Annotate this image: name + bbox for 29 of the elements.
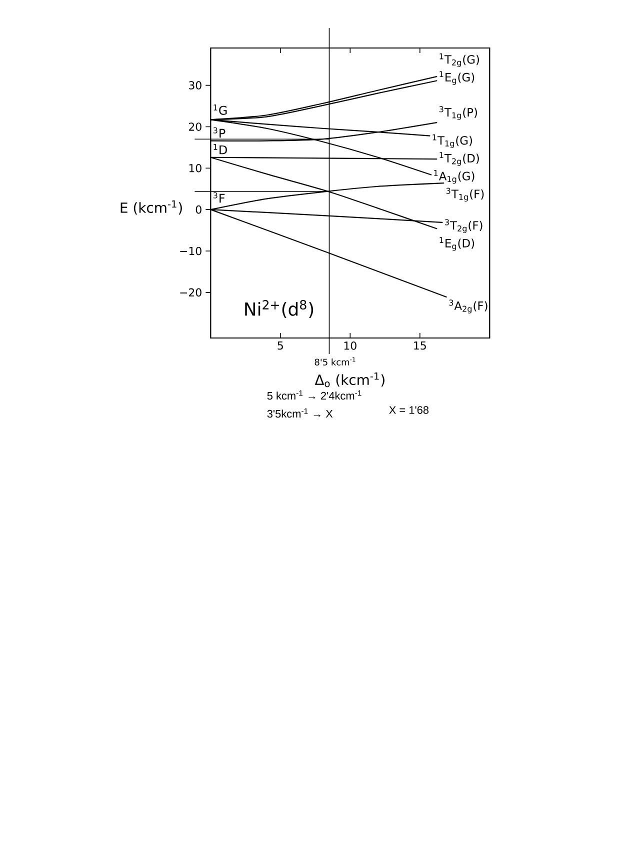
y-tick-label: −20 xyxy=(180,288,202,297)
y-tick-label: 10 xyxy=(190,164,202,172)
annotation: Ni$^{2+}$(d$^{8}$) xyxy=(245,300,314,318)
series-label: $^{3}$T$_{1g}$(P) xyxy=(440,106,478,120)
annotation: $^{3}$P xyxy=(214,127,226,138)
series-label: $^{1}$T$_{2g}$(G) xyxy=(440,53,480,68)
annotation: $^{1}$D xyxy=(214,144,228,154)
series-label: $^{1}$E$_{g}$(G) xyxy=(440,71,474,85)
x-tick-label: 10 xyxy=(344,342,357,350)
series-label: $^{3}$T$_{1g}$(F) xyxy=(446,188,484,202)
y-axis-title: E (kcm$^{-1}$) xyxy=(121,200,182,215)
ref-line-label: 8'5 kcm$^{-1}$ xyxy=(315,357,356,366)
x-tick-label: 5 xyxy=(278,342,284,350)
x-axis-title: Δ$_{o}$ (kcm$^{-1}$) xyxy=(314,372,385,388)
y-tick-label: −10 xyxy=(180,246,202,256)
series-label: $^{3}$T$_{2g}$(F) xyxy=(445,219,482,234)
series-label: $^{1}$A$_{1g}$(G) xyxy=(434,170,474,184)
series-label: $^{1}$T$_{2g}$(D) xyxy=(440,152,480,166)
series-label: $^{1}$E$_{g}$(D) xyxy=(440,237,474,251)
annotation: $^{3}$F xyxy=(214,192,225,203)
text: X = 1'68 xyxy=(389,406,429,414)
series-label: $^{1}$T$_{1g}$(G) xyxy=(432,134,472,148)
text: 3'5kcm$^{-1}$ → X xyxy=(267,408,333,418)
series-label: $^{3}$A$_{2g}$(F) xyxy=(449,300,488,314)
y-tick-label: 20 xyxy=(189,122,202,131)
y-tick-label: 0 xyxy=(196,205,202,214)
x-tick-label: 15 xyxy=(414,342,426,350)
text: 5 kcm$^{-1}$ → 2'4kcm$^{-1}$ xyxy=(267,390,362,400)
y-tick-label: 30 xyxy=(189,81,202,90)
